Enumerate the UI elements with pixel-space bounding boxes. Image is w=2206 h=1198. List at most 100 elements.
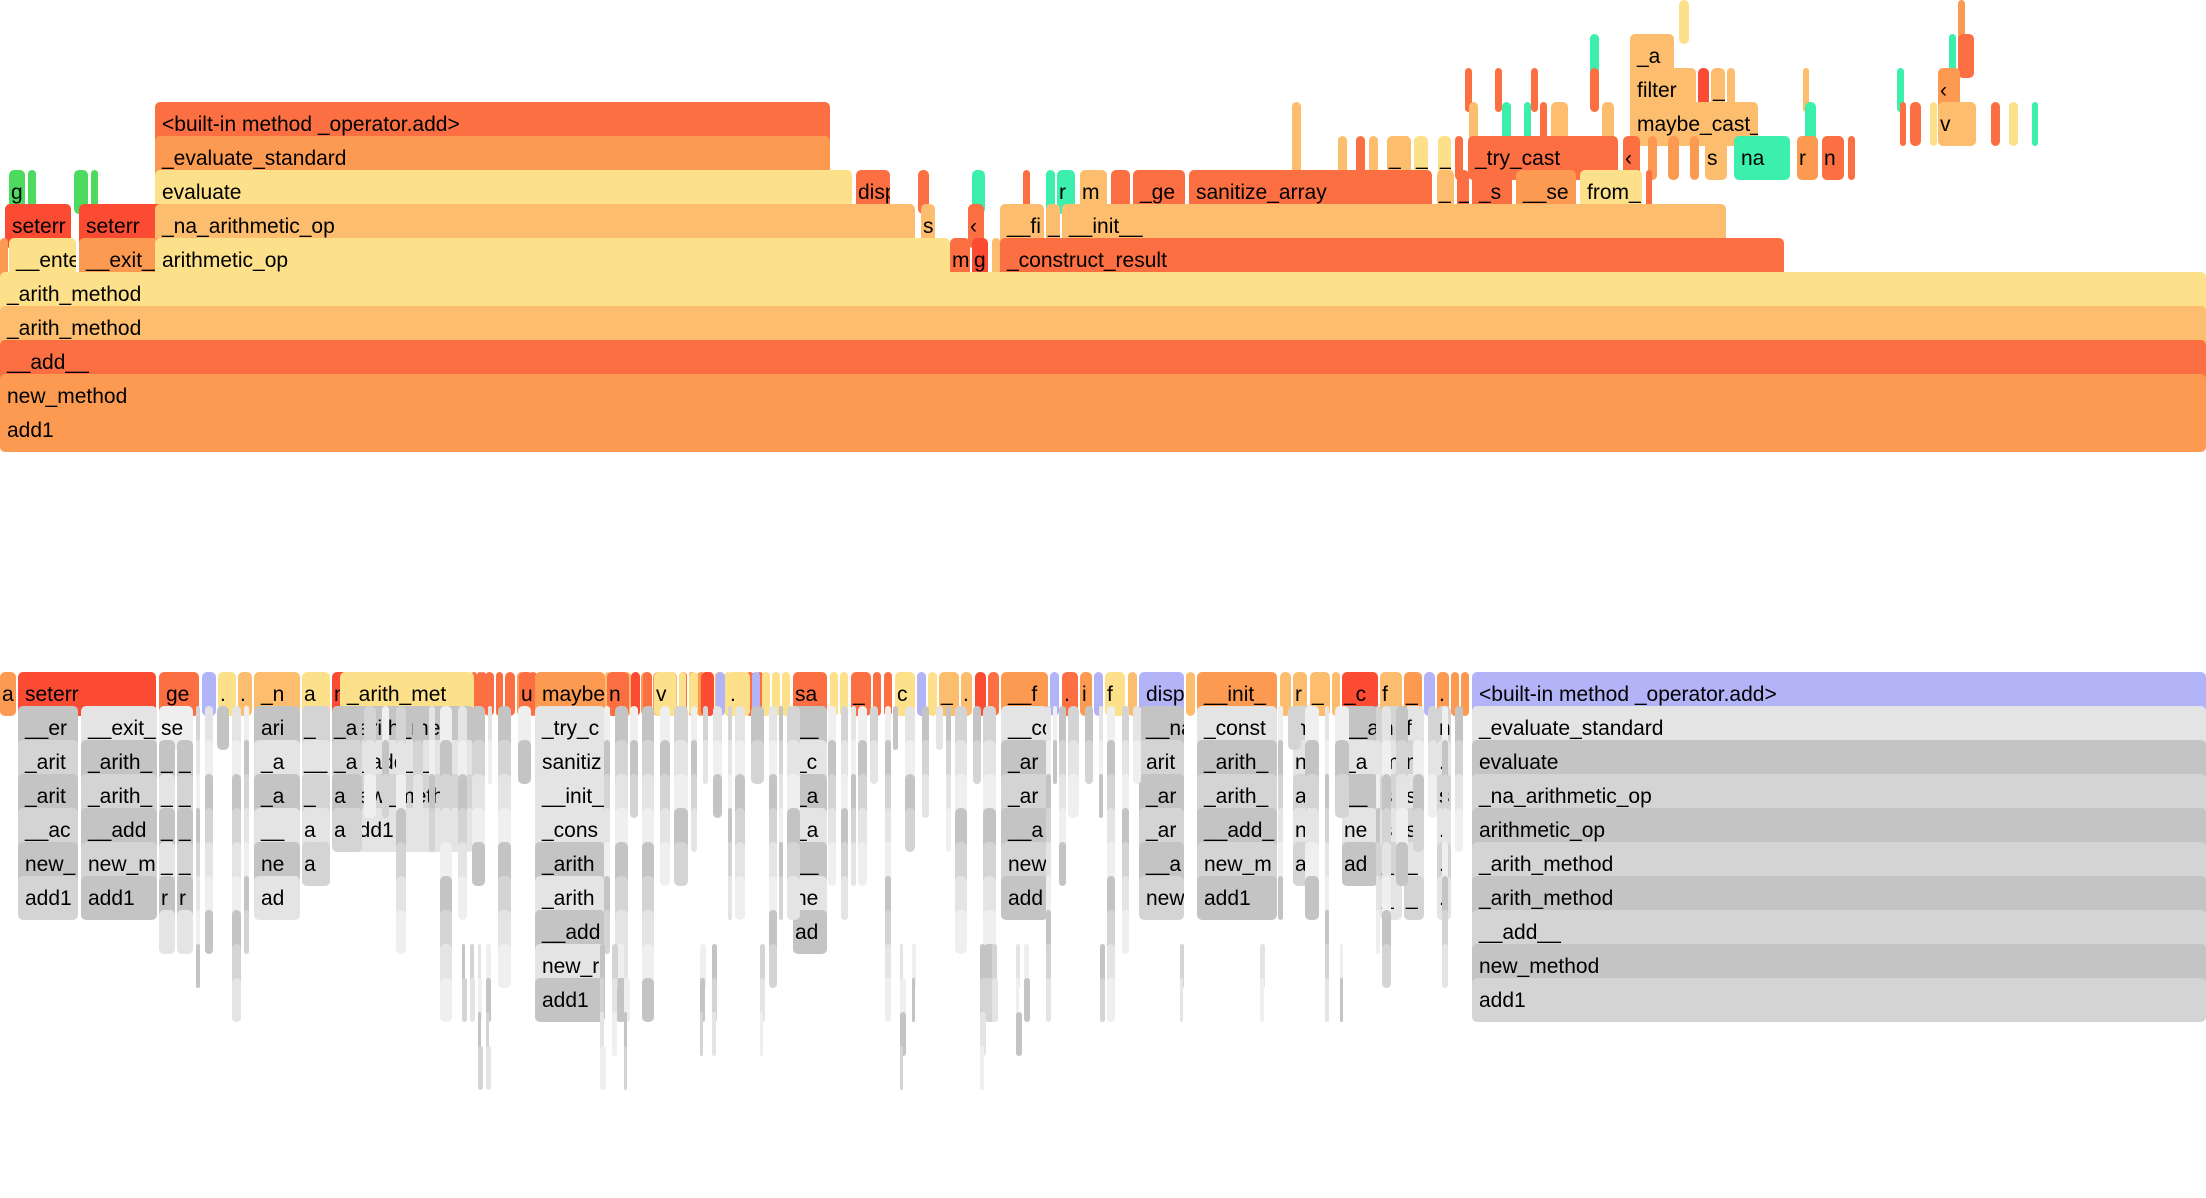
flame-frame[interactable] [477,672,483,716]
flame-frame[interactable] [762,672,770,716]
flame-frame[interactable] [1016,978,1019,1022]
flame-frame[interactable] [472,774,485,818]
flame-frame[interactable] [498,944,511,988]
flame-frame[interactable] [232,808,241,852]
flame-frame[interactable] [1910,102,1921,146]
flame-frame[interactable] [1442,842,1448,886]
flame-frame[interactable] [1325,808,1329,852]
flame-frame[interactable] [955,910,967,954]
flame-frame[interactable] [643,672,652,716]
flame-frame[interactable] [600,944,605,988]
flame-frame[interactable] [478,1012,481,1056]
flame-frame[interactable] [1133,706,1141,750]
flame-frame[interactable] [244,910,249,954]
flame-frame[interactable] [631,672,640,716]
flame-frame[interactable] [779,740,783,784]
flame-frame[interactable] [973,740,981,784]
flame-frame[interactable] [498,910,511,954]
flame-frame[interactable] [1085,740,1093,784]
flame-frame[interactable] [604,808,610,852]
flame-frame[interactable] [486,944,491,988]
flame-frame[interactable] [232,706,241,750]
flame-frame[interactable] [828,808,836,852]
flame-frame[interactable] [1046,808,1051,852]
flame-frame[interactable] [396,740,406,784]
flame-frame[interactable] [429,740,435,784]
flame-frame[interactable] [440,978,452,1022]
flame-frame[interactable] [1551,102,1568,146]
flame-frame[interactable] [955,706,967,750]
flame-frame[interactable]: add1 [1197,876,1277,920]
flame-frame[interactable] [1396,808,1408,852]
flame-frame[interactable] [885,774,891,818]
flame-frame[interactable] [1413,740,1424,784]
flame-frame[interactable] [1325,978,1329,1022]
flame-frame[interactable] [1396,706,1408,750]
flame-frame[interactable] [893,706,898,750]
flame-frame[interactable] [745,672,755,716]
flame-frame[interactable] [1107,876,1115,920]
flame-frame[interactable] [787,808,800,852]
flame-frame[interactable] [205,808,213,852]
flame-frame[interactable] [624,944,628,988]
flame-frame[interactable] [1424,672,1435,716]
flame-frame[interactable] [440,876,452,920]
flame-frame[interactable] [413,740,423,784]
flame-frame[interactable] [1455,740,1463,784]
flame-frame[interactable] [1540,102,1547,146]
flame-frame[interactable] [735,842,745,886]
flame-frame[interactable] [760,1012,763,1056]
flame-frame[interactable] [1590,68,1599,112]
flame-frame[interactable] [486,1046,491,1090]
flame-frame[interactable] [615,740,628,784]
flame-frame[interactable] [244,706,249,750]
flame-frame[interactable] [1280,672,1291,716]
flame-frame[interactable] [1099,740,1103,784]
flame-frame[interactable] [936,706,943,750]
flame-frame[interactable] [1128,672,1137,716]
flame-frame[interactable] [498,774,511,818]
flame-frame[interactable] [1805,102,1816,146]
flame-frame[interactable] [396,706,406,750]
flame-frame[interactable] [478,978,482,1022]
flame-frame[interactable] [471,672,477,716]
flame-frame[interactable] [870,706,878,750]
flame-frame[interactable] [458,706,467,750]
flame-frame[interactable] [498,706,511,750]
flame-frame[interactable] [716,672,725,716]
flame-frame[interactable] [1059,774,1066,818]
flame-frame[interactable] [884,672,892,716]
flame-frame[interactable] [498,740,511,784]
flame-frame[interactable] [1122,740,1129,784]
flame-frame[interactable] [858,740,867,784]
flame-frame[interactable] [1376,774,1380,818]
flame-frame[interactable] [382,774,389,818]
flame-frame[interactable] [615,842,628,886]
flame-frame[interactable] [828,842,836,886]
flame-frame[interactable] [244,740,249,784]
flame-frame[interactable] [28,170,36,214]
flame-frame[interactable] [900,1046,903,1090]
flame-frame[interactable] [604,706,610,750]
flame-frame[interactable] [787,774,800,818]
flame-frame[interactable] [472,842,485,886]
flame-frame[interactable] [1122,910,1129,954]
flame-frame[interactable] [518,740,531,784]
flame-frame[interactable] [1111,170,1130,214]
flame-frame[interactable] [440,910,452,954]
flame-frame[interactable] [600,1046,606,1090]
flame-frame[interactable] [1727,68,1735,112]
flame-frame[interactable] [980,1012,986,1056]
flame-frame[interactable] [1100,944,1105,988]
flame-frame[interactable]: r [1797,136,1818,180]
flame-frame[interactable] [1278,774,1283,818]
flame-frame[interactable]: ad [1342,842,1378,886]
flame-frame[interactable]: v [1938,102,1976,146]
flame-frame[interactable] [691,774,697,818]
flame-frame[interactable] [1278,808,1283,852]
flame-frame[interactable] [983,706,996,750]
flame-frame[interactable] [488,706,492,750]
flame-frame[interactable] [1305,706,1319,750]
flame-frame[interactable] [983,842,996,886]
flame-frame[interactable] [1338,136,1347,180]
